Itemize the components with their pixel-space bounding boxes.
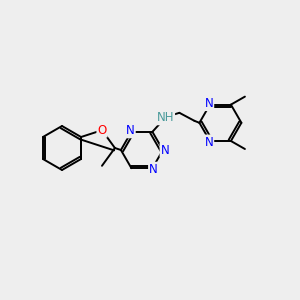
Text: O: O bbox=[98, 124, 106, 137]
Text: N: N bbox=[205, 136, 213, 148]
Text: N: N bbox=[205, 97, 213, 110]
Text: N: N bbox=[149, 163, 158, 176]
Text: NH: NH bbox=[157, 111, 174, 124]
Text: N: N bbox=[160, 143, 169, 157]
Text: N: N bbox=[126, 124, 135, 137]
